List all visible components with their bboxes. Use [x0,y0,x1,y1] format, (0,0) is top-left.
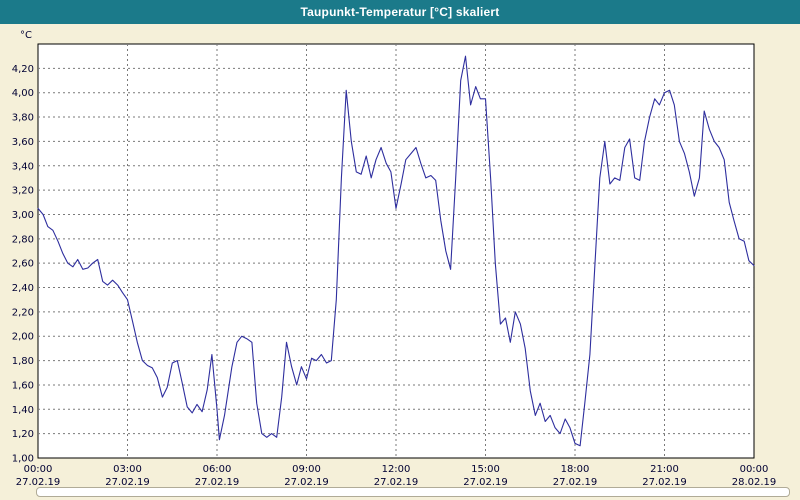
x-tick-date: 27.02.19 [374,477,419,488]
y-tick-label: 2,40 [12,283,34,294]
x-tick-date: 27.02.19 [642,477,687,488]
x-tick-date: 27.02.19 [463,477,508,488]
y-tick-label: 3,40 [12,161,34,172]
x-tick-time: 09:00 [292,464,321,475]
x-tick-time: 00:00 [24,464,53,475]
horizontal-scrollbar[interactable] [36,487,790,497]
y-tick-label: 1,40 [12,405,34,416]
y-tick-label: 3,80 [12,113,34,124]
y-tick-label: 3,00 [12,210,34,221]
y-tick-label: 1,80 [12,356,34,367]
y-tick-label: 3,60 [12,137,34,148]
y-tick-label: 1,20 [12,429,34,440]
y-tick-label: 2,20 [12,307,34,318]
window-title: Taupunkt-Temperatur [°C] skaliert [300,5,500,19]
x-tick-time: 21:00 [650,464,679,475]
y-tick-label: 4,20 [12,64,34,75]
x-tick-time: 00:00 [740,464,769,475]
x-tick-date: 28.02.19 [732,477,777,488]
y-tick-label: 1,60 [12,380,34,391]
y-tick-label: 2,00 [12,332,34,343]
y-tick-label: 2,80 [12,234,34,245]
x-tick-date: 27.02.19 [284,477,329,488]
chart-svg: 4,20 4,00 3,80 3,60 3,40 3,20 3,00 2,80 2,60 2,40… [12,30,777,488]
x-tick-time: 06:00 [203,464,232,475]
title-bar: Taupunkt-Temperatur [°C] skaliert [0,0,800,24]
y-axis-unit-label: °C [20,30,32,41]
y-tick-label: 2,60 [12,259,34,270]
x-tick-date: 27.02.19 [16,477,61,488]
x-tick-date: 27.02.19 [195,477,240,488]
x-tick-time: 18:00 [561,464,590,475]
x-tick-time: 12:00 [382,464,411,475]
series-line [37,55,755,447]
y-tick-label: 4,00 [12,88,34,99]
x-tick-date: 27.02.19 [105,477,150,488]
x-tick-time: 03:00 [113,464,142,475]
chart-canvas: 4,20 4,00 3,80 3,60 3,40 3,20 3,00 2,80 2,60 2,40… [0,24,800,500]
x-tick-date: 27.02.19 [553,477,598,488]
y-tick-label: 1,00 [12,454,34,465]
y-tick-label: 3,20 [12,186,34,197]
x-tick-time: 15:00 [471,464,500,475]
